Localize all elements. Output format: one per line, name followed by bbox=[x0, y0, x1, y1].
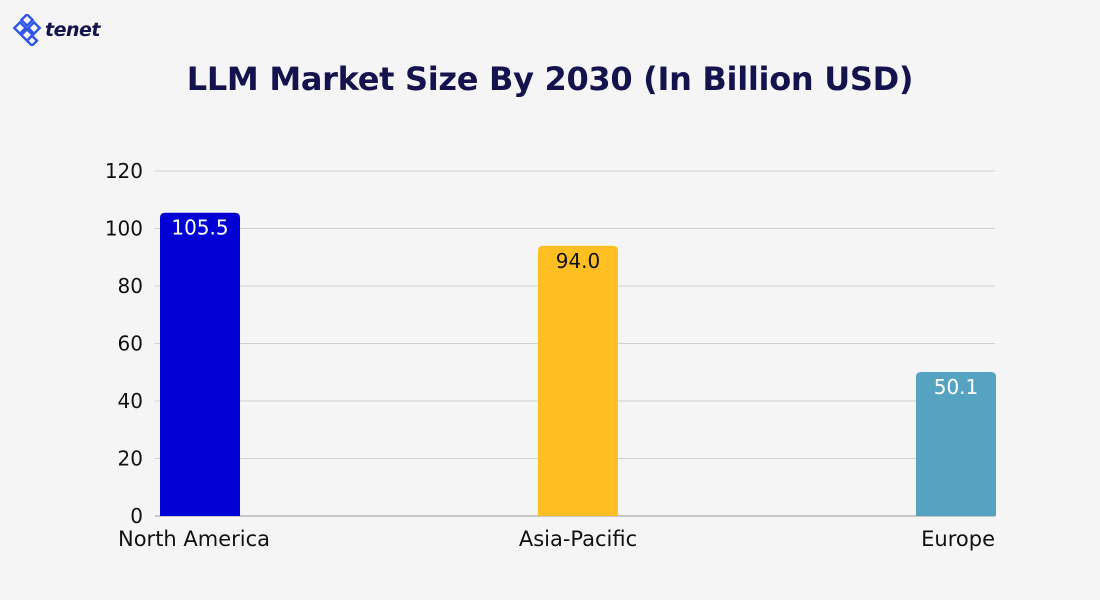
tenet-logo: tenet bbox=[12, 14, 100, 46]
data-label: 50.1 bbox=[934, 375, 979, 399]
x-category-label: Europe bbox=[921, 527, 995, 551]
logo-text: tenet bbox=[45, 19, 100, 41]
y-tick-label: 20 bbox=[118, 447, 143, 471]
data-label: 94.0 bbox=[556, 249, 601, 273]
y-tick-label: 80 bbox=[118, 274, 143, 298]
data-label: 105.5 bbox=[171, 216, 228, 240]
x-category-label: North America bbox=[118, 527, 270, 551]
bar bbox=[916, 371, 996, 516]
y-tick-label: 60 bbox=[118, 332, 143, 356]
bar bbox=[538, 245, 618, 516]
chart-title: LLM Market Size By 2030 (In Billion USD) bbox=[186, 60, 914, 98]
y-tick-label: 40 bbox=[118, 389, 143, 413]
bar bbox=[160, 212, 240, 516]
y-tick-label: 0 bbox=[130, 504, 143, 528]
y-tick-label: 100 bbox=[105, 217, 143, 241]
tenet-logo-icon bbox=[12, 14, 42, 46]
x-category-label: Asia-Pacific bbox=[519, 527, 637, 551]
y-tick-label: 120 bbox=[105, 159, 143, 183]
